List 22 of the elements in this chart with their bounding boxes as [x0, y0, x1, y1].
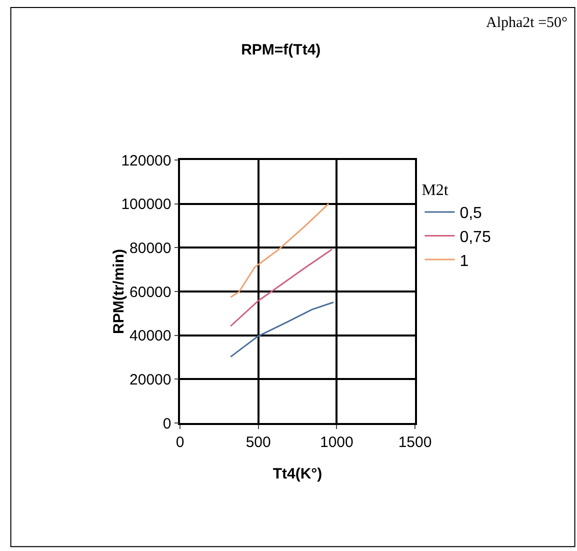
x-axis-title: Tt4(K°) — [272, 466, 322, 482]
y-tick-label: 100000 — [121, 196, 172, 214]
y-tick-label: 40000 — [130, 328, 172, 345]
line-series — [230, 248, 333, 327]
y-tick-label: 80000 — [130, 240, 172, 257]
text: Alpha2t =50° — [486, 15, 568, 31]
x-tick-label: 1000 — [320, 434, 354, 451]
y-tick-label: 120000 — [121, 152, 172, 170]
y-tick-label: 20000 — [130, 371, 172, 388]
x-tick-label: 0 — [176, 434, 184, 451]
y-tick-label: 60000 — [130, 284, 172, 301]
line-series — [230, 203, 330, 298]
legend-label: 1 — [460, 252, 469, 270]
line-series — [230, 301, 334, 358]
legend-label: 0,5 — [460, 205, 482, 222]
y-axis-title: RPM(tr/min) — [110, 249, 128, 334]
legend-label: 0,75 — [460, 228, 491, 246]
y-tick-label: 0 — [162, 415, 172, 432]
x-tick-label: 500 — [246, 434, 271, 451]
legend-title: M2t — [422, 182, 449, 200]
x-tick-label: 1500 — [398, 434, 432, 451]
chart-title: RPM=f(Tt4) — [241, 42, 321, 59]
